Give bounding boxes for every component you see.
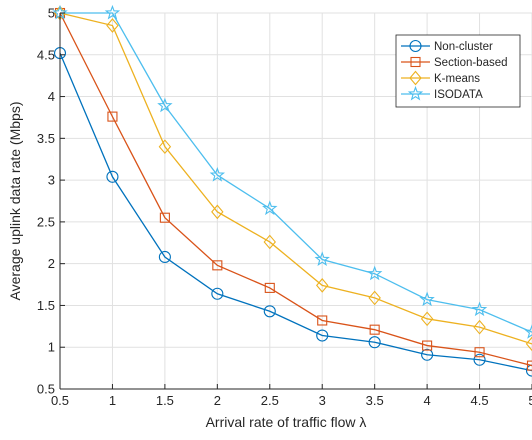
legend-label: Section-based [434, 57, 508, 69]
x-tick-label: 1 [109, 393, 116, 408]
y-tick-label: 0.5 [37, 382, 55, 397]
y-tick-label: 1 [48, 340, 55, 355]
y-tick-label: 3 [48, 173, 55, 188]
x-axis-label: Arrival rate of traffic flow λ [206, 414, 367, 430]
y-tick-label: 2.5 [37, 214, 55, 229]
y-tick-label: 1.5 [37, 298, 55, 313]
x-tick-label: 4.5 [471, 393, 489, 408]
y-tick-label: 3.5 [37, 131, 55, 146]
y-tick-label: 4.5 [37, 47, 55, 62]
legend: Non-cluster Section-based K-means ISODATA [396, 35, 520, 107]
x-tick-label: 2 [214, 393, 221, 408]
y-tick-label: 2 [48, 256, 55, 271]
y-tick-label: 5 [48, 6, 55, 21]
legend-label: K-means [434, 73, 480, 85]
x-tick-label: 4 [423, 393, 430, 408]
x-tick-label: 1.5 [156, 393, 174, 408]
legend-label: Non-cluster [434, 41, 493, 53]
x-tick-label: 3 [319, 393, 326, 408]
legend-label: ISODATA [434, 89, 483, 101]
y-axis-label: Average uplink data rate (Mbps) [7, 102, 23, 301]
x-tick-label: 2.5 [261, 393, 279, 408]
x-tick-label: 3.5 [366, 393, 384, 408]
y-tick-label: 4 [48, 89, 55, 104]
x-tick-label: 5 [528, 393, 532, 408]
